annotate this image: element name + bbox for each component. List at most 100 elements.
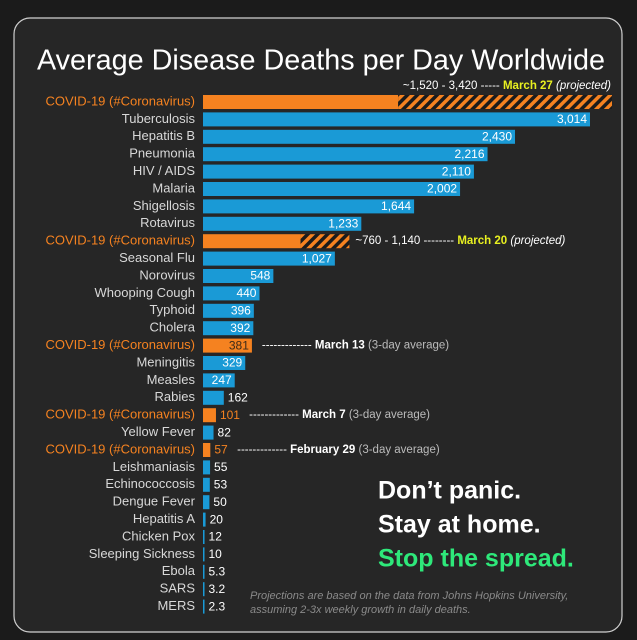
value-label: 162 [228, 390, 248, 404]
row-label: Yellow Fever [121, 424, 196, 439]
row-label: Tuberculosis [122, 111, 196, 126]
row-label: Shigellosis [133, 198, 196, 213]
value-label: 101 [220, 408, 240, 422]
value-label: 2,430 [482, 129, 512, 143]
row-label: Sleeping Sickness [89, 546, 196, 561]
row-label: SARS [160, 581, 196, 596]
bar [203, 408, 216, 423]
projected-bar [300, 234, 350, 249]
date: March 13 [315, 340, 365, 352]
chart-title: Average Disease Deaths per Day Worldwide [37, 45, 605, 77]
value-label: 2.3 [209, 599, 226, 613]
date: March 20 [457, 235, 507, 247]
bar [203, 164, 474, 179]
range-label: ~1,520 - 3,420 [403, 80, 478, 92]
card [13, 17, 623, 633]
row-label: Ebola [162, 563, 196, 578]
row-label: COVID-19 (#Coronavirus) [45, 337, 195, 352]
date: February 29 [290, 444, 355, 456]
value-label: 5.3 [209, 564, 226, 578]
row-label: COVID-19 (#Coronavirus) [45, 93, 195, 108]
bar [203, 373, 235, 388]
value-label: 392 [230, 321, 250, 335]
bar [203, 425, 214, 440]
bar [203, 321, 254, 336]
row-label: Malaria [152, 180, 195, 195]
bar [203, 582, 205, 597]
row-label: Hepatitis B [132, 128, 195, 143]
note: (projected) [556, 80, 611, 92]
bar [203, 512, 206, 527]
row-label: HIV / AIDS [133, 163, 195, 178]
row-label: COVID-19 (#Coronavirus) [45, 233, 195, 248]
row-label: Meningitis [136, 354, 195, 369]
slogan: Don’t panic. [378, 477, 521, 505]
value-label: 381 [229, 338, 249, 352]
annotation: ------------- March 7 (3-day average) [249, 409, 430, 421]
row-label: Whooping Cough [95, 285, 195, 300]
note: (3-day average) [359, 444, 440, 456]
row-label: Chicken Pox [122, 528, 195, 543]
value-label: 396 [231, 303, 251, 317]
footnote: Projections are based on the data from J… [250, 590, 568, 602]
projected-bar [398, 95, 612, 109]
date: March 27 [503, 80, 553, 92]
footnote: assuming 2-3x weekly growth in daily dea… [250, 604, 471, 616]
value-label: 50 [213, 495, 227, 509]
bar [203, 95, 399, 109]
annotation: ------------- March 13 (3-day average) [262, 340, 449, 352]
bar [203, 112, 590, 127]
bar [203, 495, 210, 510]
row-label: Dengue Fever [113, 494, 196, 509]
value-label: 1,644 [381, 199, 411, 213]
note: (3-day average) [368, 340, 449, 352]
bar [203, 129, 516, 144]
bar [203, 338, 252, 353]
value-label: 440 [236, 286, 256, 300]
bar [203, 599, 205, 614]
bar [203, 234, 301, 249]
value-label: 3.2 [209, 582, 226, 596]
note: (3-day average) [349, 409, 430, 421]
bar [203, 147, 488, 162]
value-label: 3,014 [557, 112, 587, 126]
row-label: Rotavirus [140, 215, 195, 230]
row-label: Rabies [155, 389, 196, 404]
bar [203, 443, 211, 457]
value-label: 329 [222, 356, 242, 370]
dashes: ------------- [237, 444, 290, 456]
row-label: Echinococcosis [105, 476, 195, 491]
value-label: 2,110 [442, 164, 471, 178]
row-label: COVID-19 (#Coronavirus) [45, 407, 195, 422]
value-label: 57 [214, 443, 228, 457]
row-label: Leishmaniasis [113, 459, 196, 474]
note: (projected) [510, 235, 565, 247]
bar [203, 303, 254, 318]
bar [203, 564, 205, 579]
dashes: ----- [477, 80, 503, 92]
value-label: 1,233 [328, 216, 358, 230]
annotation: ------------- February 29 (3-day average… [237, 444, 440, 456]
date: March 7 [302, 409, 345, 421]
bar [203, 460, 211, 475]
row-label: Hepatitis A [133, 511, 195, 526]
bar [203, 199, 415, 214]
slogan: Stop the spread. [378, 545, 574, 573]
row-label: Cholera [149, 320, 195, 335]
value-label: 20 [210, 512, 224, 526]
value-label: 247 [212, 373, 232, 387]
row-label: COVID-19 (#Coronavirus) [45, 441, 195, 456]
slogan: Stay at home. [378, 511, 541, 539]
row-label: MERS [157, 598, 195, 613]
row-label: Seasonal Flu [119, 250, 195, 265]
bar [203, 269, 274, 283]
row-label: Norovirus [139, 267, 195, 282]
dashes: -------- [420, 235, 457, 247]
dashes: ------------- [262, 340, 315, 352]
bar [203, 530, 205, 544]
value-label: 12 [209, 530, 223, 544]
value-label: 82 [218, 425, 232, 439]
row-label: Measles [147, 372, 196, 387]
annotation: ~760 - 1,140 -------- March 20 (projecte… [355, 235, 565, 247]
